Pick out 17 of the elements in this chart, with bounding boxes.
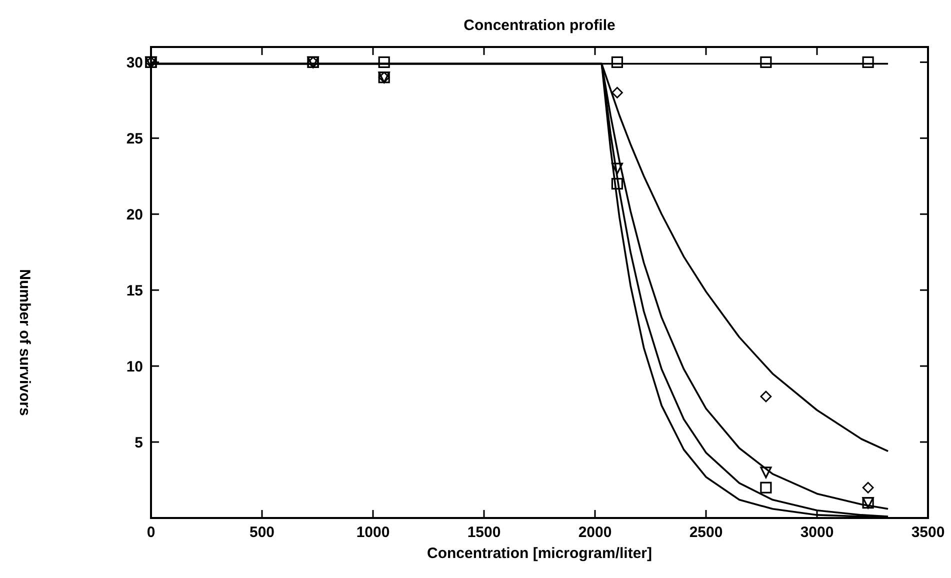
y-tick-label: 15 bbox=[126, 282, 143, 300]
chart-title: Concentration profile bbox=[464, 17, 616, 34]
y-tick-label: 25 bbox=[126, 130, 143, 148]
x-tick-label: 0 bbox=[146, 524, 156, 541]
x-axis-title: Concentration [microgram/liter] bbox=[426, 545, 652, 562]
y-tick-label: 20 bbox=[126, 206, 143, 224]
x-tick-label: 1000 bbox=[356, 524, 390, 541]
y-tick-label: 10 bbox=[126, 358, 143, 376]
y-tick-label: 30 bbox=[126, 54, 143, 72]
x-tick-label: 1500 bbox=[467, 524, 501, 541]
x-tick-label: 2500 bbox=[689, 524, 723, 541]
x-tick-label: 3500 bbox=[911, 524, 945, 541]
x-tick-label: 2000 bbox=[578, 524, 612, 541]
x-tick-label: 3000 bbox=[800, 524, 834, 541]
text: Number of survivors bbox=[16, 269, 33, 416]
y-tick-label: 5 bbox=[134, 434, 143, 452]
x-tick-label: 500 bbox=[249, 524, 275, 541]
